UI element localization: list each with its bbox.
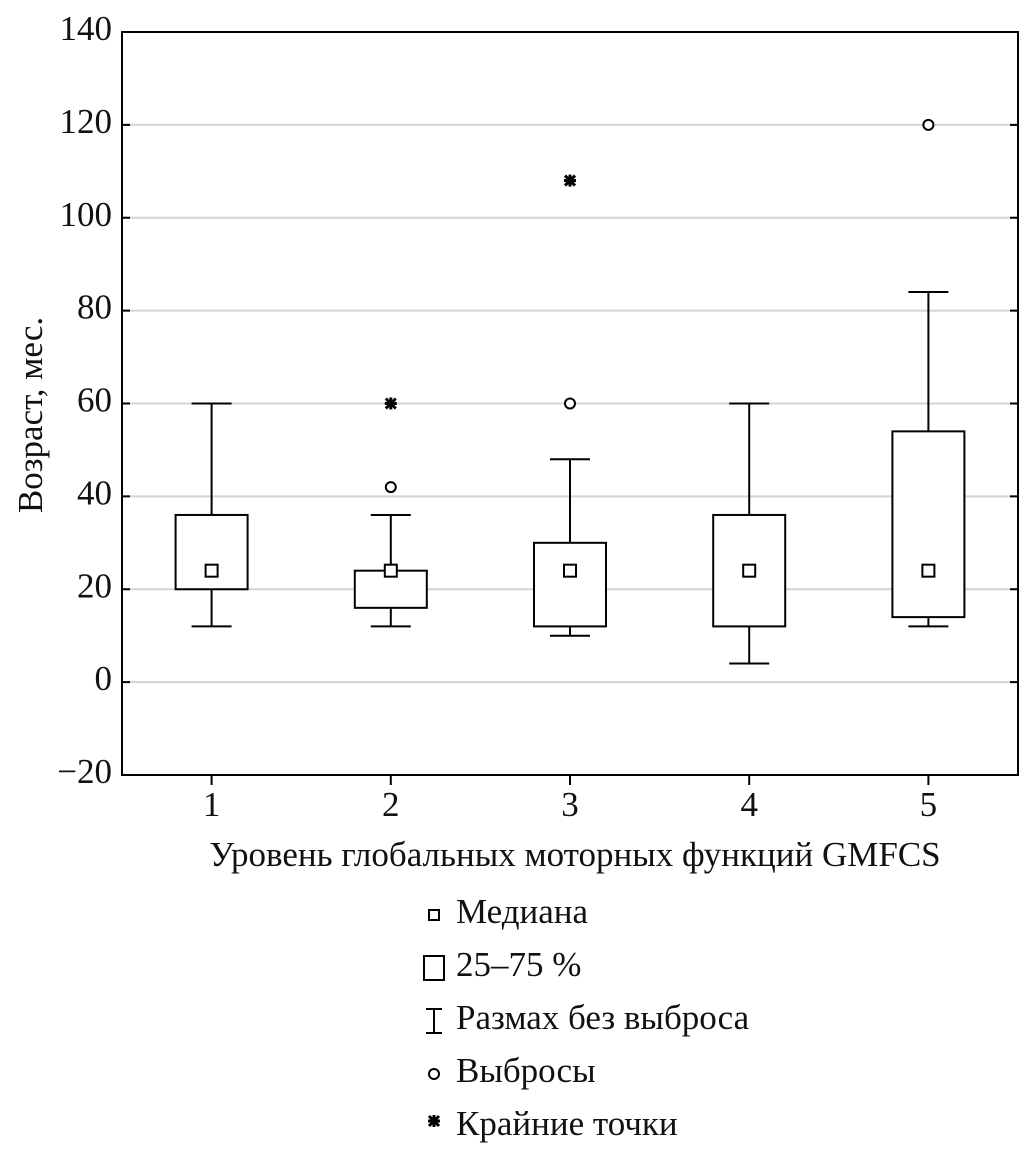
y-tick-label: 80: [77, 288, 112, 327]
median: [563, 563, 577, 578]
y-tick-label: 100: [60, 195, 113, 234]
legend-icon: [427, 1114, 441, 1128]
extreme: [384, 397, 397, 410]
y-tick-label: 20: [77, 566, 112, 605]
legend-icon: [428, 909, 440, 921]
box: [533, 541, 607, 628]
median: [204, 563, 219, 578]
y-tick-label: 140: [60, 9, 113, 48]
median: [921, 563, 936, 578]
legend-icon: [428, 1068, 440, 1080]
x-tick-label: 1: [203, 785, 221, 824]
y-tick-label: −20: [57, 752, 112, 791]
y-tick-label: 40: [77, 473, 112, 512]
x-tick-label: 2: [382, 785, 400, 824]
x-tick-label: 3: [561, 785, 579, 824]
legend-label: Выбросы: [456, 1051, 596, 1090]
outlier: [564, 397, 576, 410]
legend-label: Размах без выброса: [456, 998, 750, 1037]
legend-icon: [423, 955, 445, 981]
extreme: [563, 174, 577, 187]
y-tick-label: 120: [60, 102, 113, 141]
outlier: [384, 481, 397, 494]
y-tick-label: 60: [77, 381, 112, 420]
median: [742, 563, 757, 578]
x-tick-label: 4: [740, 785, 758, 824]
outlier: [922, 118, 935, 131]
legend-label: 25–75 %: [456, 945, 581, 984]
x-tick-label: 5: [920, 785, 938, 824]
y-axis-label: Возраст, мес.: [11, 317, 50, 513]
box: [712, 513, 787, 628]
median: [383, 563, 398, 578]
legend-label: Медиана: [456, 892, 589, 931]
x-axis-label: Уровень глобальных моторных функций GMFC…: [209, 835, 940, 874]
legend-label: Крайние точки: [456, 1104, 678, 1143]
box: [891, 430, 966, 619]
box: [174, 513, 249, 591]
y-tick-label: 0: [95, 659, 113, 698]
